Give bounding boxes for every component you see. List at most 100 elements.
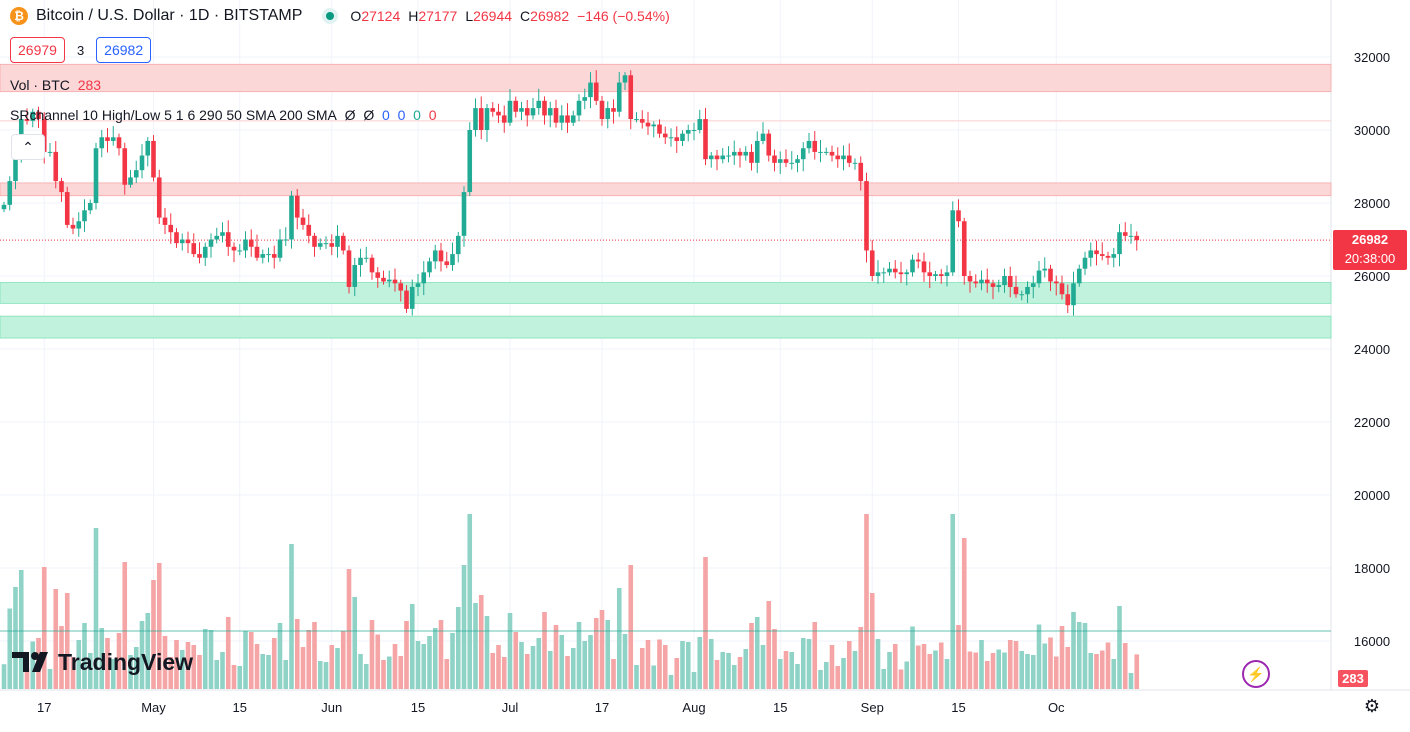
candle-body [105, 137, 110, 141]
candle-body [496, 111, 501, 116]
volume-bar [1007, 640, 1013, 689]
volume-bar [973, 652, 979, 689]
volume-bar [41, 567, 47, 689]
volume-bar [668, 675, 674, 689]
volume-bars [0, 514, 1331, 689]
volume-bar [1042, 643, 1048, 689]
volume-indicator-legend[interactable]: Vol · BTC 283 [10, 77, 102, 93]
volume-bar [881, 669, 887, 689]
chevron-up-icon[interactable]: ⌃ [11, 134, 45, 160]
sell-price-button[interactable]: 26979 [10, 37, 65, 63]
price-axis[interactable]: 32000 30000 28000 26000 24000 22000 20000 18000… [1354, 50, 1390, 649]
volume-bar [409, 604, 415, 689]
market-status-icon[interactable] [322, 8, 339, 24]
candle-body [1088, 250, 1094, 258]
volume-bar [846, 641, 852, 689]
volume-bar [530, 646, 536, 689]
time-tick-label: Aug [682, 700, 705, 715]
volume-bar [588, 635, 593, 689]
candle-body [639, 119, 645, 123]
lightning-icon[interactable]: ⚡ [1242, 660, 1270, 688]
tradingview-logo[interactable]: TradingView [12, 648, 193, 676]
volume-bar [996, 649, 1002, 689]
candle-body [887, 268, 892, 273]
candle-body [593, 82, 599, 101]
volume-bar [415, 641, 421, 689]
volume-bar [657, 639, 662, 689]
candle-body [294, 195, 300, 218]
volume-bar [1071, 612, 1076, 689]
candle-body [858, 162, 864, 182]
symbol-header[interactable]: ₿ Bitcoin / U.S. Dollar · 1D · BITSTAMP … [10, 4, 670, 28]
candle-body [777, 159, 783, 163]
candle-body [1065, 294, 1071, 306]
volume-bar [208, 630, 214, 689]
volume-bar [87, 653, 93, 689]
low-value: 26944 [473, 8, 513, 24]
candle-body [1134, 235, 1140, 241]
volume-bar [202, 629, 208, 689]
buy-price-button[interactable]: 26982 [96, 37, 152, 63]
candle-body [668, 137, 674, 139]
candle-body [846, 155, 852, 163]
volume-bar [795, 664, 800, 689]
volume-bar [312, 622, 317, 689]
bar-countdown: 20:38:00 [1344, 251, 1396, 266]
candle-body [82, 210, 87, 222]
volume-bar [639, 648, 645, 689]
candle-body [317, 243, 323, 247]
gear-icon[interactable]: ⚙ [1363, 695, 1381, 716]
volume-bar [467, 514, 473, 689]
volume-bar [323, 662, 329, 689]
candle-body [806, 140, 812, 149]
bitcoin-icon: ₿ [10, 7, 28, 25]
candle-body [1036, 270, 1042, 284]
candle-body [547, 108, 553, 116]
candle-body [197, 254, 202, 258]
candle-body [1013, 286, 1019, 295]
volume-bar [484, 616, 490, 689]
volume-bar [1036, 624, 1042, 689]
volume-bar [680, 641, 685, 689]
time-axis[interactable]: 17 May 15 Jun 15 Jul 17 Aug 15 Sep 15 Oc [37, 700, 1065, 715]
candle-body [1071, 283, 1076, 306]
volume-bar [64, 593, 70, 689]
volume-bar [990, 653, 996, 689]
candle-body [36, 111, 41, 120]
candle-body [570, 115, 576, 123]
volume-bar [726, 653, 731, 689]
candle-body [7, 181, 13, 205]
candle-body [852, 162, 858, 164]
volume-bar [921, 644, 927, 689]
volume-bar [605, 620, 611, 689]
volume-bar [145, 613, 151, 689]
candle-body [576, 100, 582, 116]
candle-body [1122, 232, 1128, 236]
volume-bar [542, 612, 547, 689]
candle-body [1030, 283, 1036, 287]
volume-bar [789, 652, 795, 689]
volume-bar [478, 595, 484, 689]
candle-body [530, 108, 536, 116]
price-tick-label: 20000 [1354, 488, 1390, 503]
symbol-title[interactable]: Bitcoin / U.S. Dollar · 1D · BITSTAMP [36, 7, 303, 24]
open-value: 27124 [361, 8, 401, 24]
volume-bar [335, 648, 340, 689]
price-tick-label: 28000 [1354, 196, 1390, 211]
volume-bar [731, 665, 737, 689]
candle-body [300, 217, 306, 225]
candle-body [179, 239, 185, 244]
candle-body [271, 254, 277, 258]
volume-bar [404, 621, 409, 689]
candle-body [312, 235, 317, 247]
volume-bar [289, 544, 294, 689]
candle-body [243, 239, 248, 251]
srchannel-indicator-legend[interactable]: SRchannel 10 High/Low 5 1 6 290 50 SMA 2… [10, 107, 437, 123]
volume-bar [1117, 606, 1122, 689]
volume-bar [133, 647, 139, 689]
candle-body [64, 192, 70, 225]
volume-bar [576, 622, 582, 689]
candle-body [864, 181, 869, 251]
volume-bar [507, 613, 513, 689]
